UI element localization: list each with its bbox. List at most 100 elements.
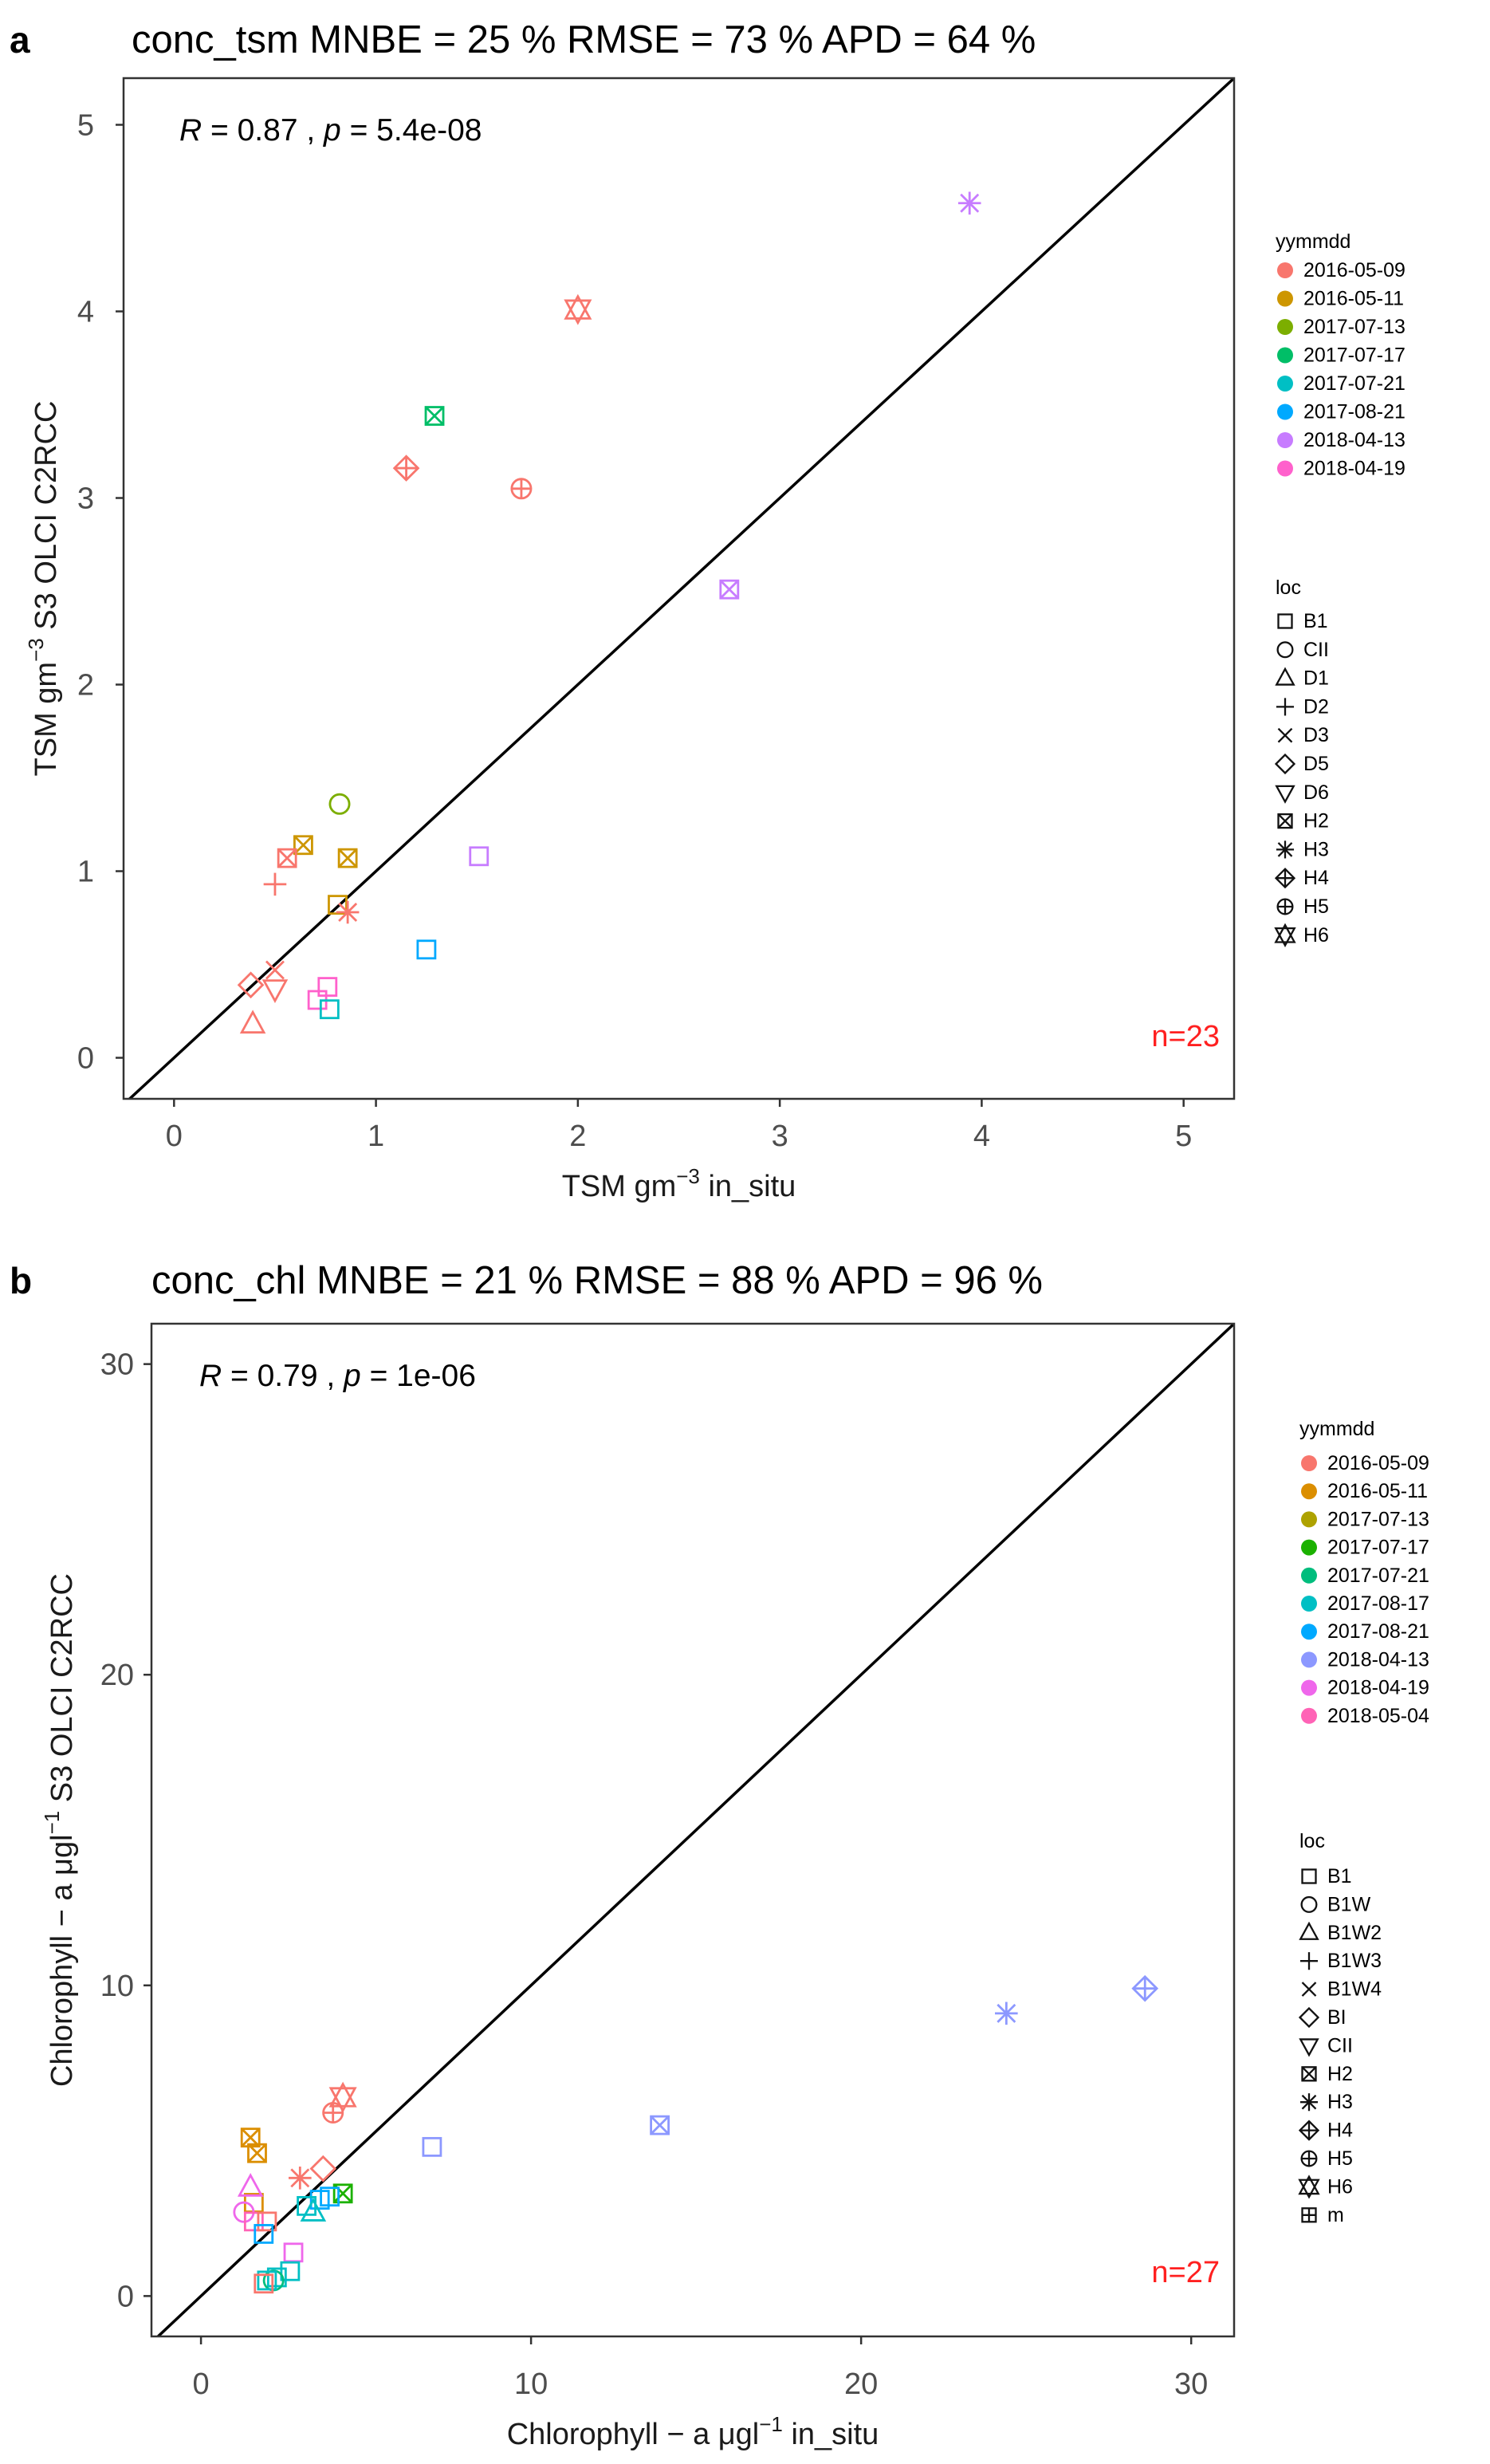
x-tick-label: 5 — [1175, 1120, 1192, 1153]
legend-shape-key — [1276, 840, 1295, 859]
correlation-annotation: R = 0.79 , p = 1e-06 — [199, 1359, 476, 1393]
data-point — [280, 2261, 301, 2281]
legend-shape-key — [1275, 785, 1295, 804]
legend-color-label: 2017-08-17 — [1327, 1592, 1429, 1615]
legend-color-swatch — [1301, 1539, 1317, 1556]
x-tick-label: 0 — [193, 2368, 210, 2401]
legend-color-label: 2017-07-13 — [1303, 316, 1405, 338]
data-point — [469, 846, 489, 867]
y-tick-label: 30 — [100, 1348, 134, 1382]
legend-shape-key — [1275, 667, 1295, 686]
y-tick-label: 0 — [77, 1042, 94, 1076]
data-points — [237, 191, 981, 1034]
x-tick-label: 10 — [514, 2368, 548, 2401]
legend-shape-label: H5 — [1327, 2147, 1353, 2170]
identity-line — [128, 78, 1234, 1099]
legend-shape-key — [1274, 923, 1296, 947]
legend-color-label: 2018-05-04 — [1327, 1705, 1429, 1727]
legend-color-label: 2016-05-09 — [1303, 259, 1405, 281]
legend-title-shape: loc — [1299, 1830, 1325, 1852]
y-tick-label: 5 — [77, 109, 94, 143]
data-point — [263, 872, 287, 896]
legend-color-label: 2016-05-11 — [1327, 1480, 1428, 1502]
x-tick-label: 4 — [973, 1120, 990, 1153]
legend-title-shape: loc — [1276, 577, 1301, 599]
legend-shape-key — [1277, 613, 1293, 629]
legend-color-label: 2017-08-21 — [1327, 1620, 1429, 1643]
x-tick-label: 30 — [1174, 2368, 1208, 2401]
panel-letter: b — [10, 1260, 32, 1301]
legend-shape-key — [1299, 1952, 1319, 1970]
legend-color-swatch — [1301, 1483, 1317, 1500]
legend-shape-label: B1W3 — [1327, 1950, 1382, 1972]
legend-shape-key — [1300, 2150, 1318, 2167]
data-point — [293, 835, 313, 856]
legend-shape-label: D5 — [1303, 753, 1329, 775]
data-point — [392, 455, 420, 482]
legend-shape-label: H4 — [1327, 2120, 1353, 2142]
legend-shape-key — [1276, 898, 1294, 915]
data-point — [239, 1010, 266, 1034]
legend-shape-label: CII — [1327, 2034, 1353, 2057]
data-point — [322, 2102, 344, 2124]
y-tick-label: 20 — [100, 1659, 134, 1692]
legend-shape-label: H6 — [1327, 2175, 1353, 2198]
legend-shape-label: H3 — [1303, 838, 1329, 860]
data-point — [243, 2211, 264, 2232]
x-tick-label: 3 — [772, 1120, 788, 1153]
legend-shape-label: H4 — [1303, 867, 1329, 889]
chart-title: conc_tsm MNBE = 25 % RMSE = 73 % APD = 6… — [132, 18, 1036, 61]
x-tick-label: 1 — [368, 1120, 384, 1153]
legend-shape-label: H6 — [1303, 924, 1329, 947]
data-point — [257, 2211, 277, 2232]
legend-color-swatch — [1301, 1567, 1317, 1584]
legend-color-swatch — [1301, 1651, 1317, 1668]
legend-color-label: 2016-05-09 — [1327, 1452, 1429, 1474]
data-point — [309, 2155, 337, 2183]
legend-title-color: yymmdd — [1276, 230, 1350, 253]
data-point — [336, 900, 360, 924]
legend-color-label: 2017-07-17 — [1327, 1537, 1429, 1559]
data-point — [266, 2267, 287, 2288]
legend-shape-key — [1298, 2175, 1320, 2199]
data-point — [328, 793, 351, 815]
legend-color-swatch — [1301, 1511, 1317, 1528]
legend-color-label: 2017-07-21 — [1327, 1565, 1429, 1587]
data-point — [254, 2224, 274, 2244]
data-point — [277, 848, 297, 868]
x-axis-label: Chlorophyll − a μgl−1 in_situ — [507, 2412, 879, 2451]
chart-panel-b: b conc_chl MNBE = 21 % RMSE = 88 % APD = … — [10, 1259, 1429, 2451]
legend-color-swatch — [1277, 347, 1293, 364]
legend-shape-key — [1276, 641, 1294, 659]
legend-shape-key — [1301, 1868, 1317, 1884]
data-points — [233, 1974, 1159, 2294]
legend-shape-key — [1299, 2093, 1319, 2112]
legend-shape-label: B1W2 — [1327, 1922, 1382, 1944]
legend-shape-label: B1 — [1327, 1865, 1352, 1887]
data-point — [254, 2273, 274, 2294]
y-axis-label: Chlorophyll − a μgl−1 S3 OLCI C2RCC — [40, 1573, 79, 2087]
legend-color-swatch — [1301, 1596, 1317, 1612]
legend-shape-label: D1 — [1303, 667, 1329, 690]
legend-shape-key — [1274, 753, 1296, 775]
legend-color-swatch — [1277, 432, 1293, 448]
legend-shape-label: H2 — [1327, 2063, 1353, 2085]
legend-shape-key — [1277, 813, 1293, 829]
legend-color-label: 2017-07-13 — [1327, 1508, 1429, 1530]
data-point — [283, 2242, 304, 2263]
legend-title-color: yymmdd — [1299, 1418, 1374, 1440]
sample-count: n=23 — [1151, 1020, 1220, 1053]
legend-shape-key — [1301, 1982, 1317, 1997]
legend-shape-key — [1299, 2038, 1319, 2057]
identity-line — [155, 1324, 1234, 2336]
data-point — [237, 971, 265, 999]
legend-shape-label: H5 — [1303, 895, 1329, 918]
x-axis-label: TSM gm−3 in_situ — [562, 1164, 796, 1203]
legend-shape-key — [1298, 2120, 1320, 2141]
y-tick-label: 3 — [77, 482, 94, 516]
legend-shape-label: BI — [1327, 2006, 1347, 2029]
legend-color-swatch — [1301, 1707, 1317, 1724]
legend-color-swatch — [1301, 1455, 1317, 1471]
legend-shape-key — [1298, 2006, 1320, 2029]
